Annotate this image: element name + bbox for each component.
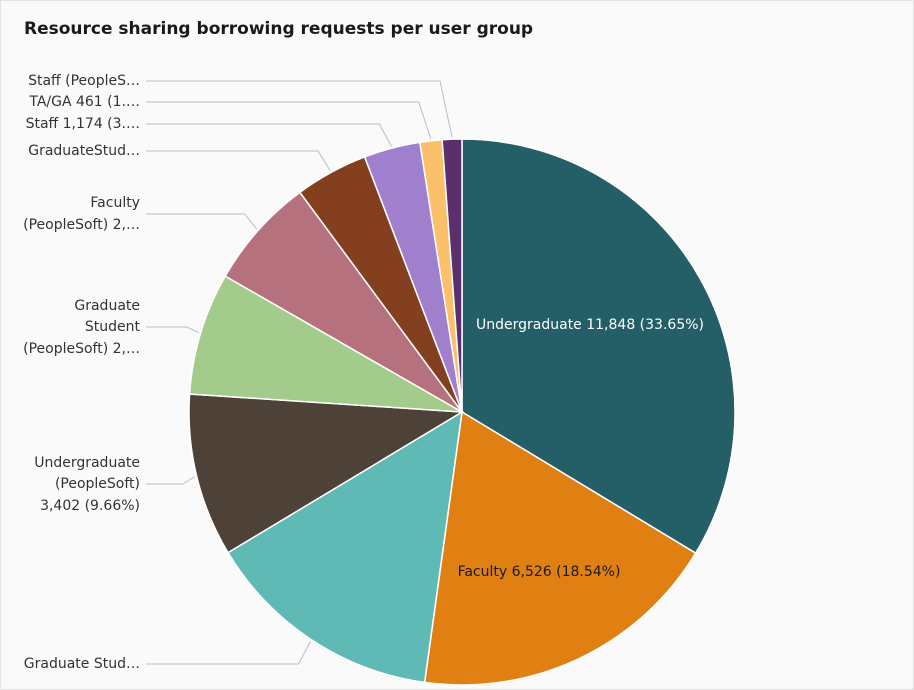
slice-label: 3,402 (9.66%) xyxy=(40,498,140,514)
slice-label: TA/GA 461 (1.… xyxy=(28,94,140,110)
leader-line xyxy=(146,123,392,147)
slice-label: GraduateStud… xyxy=(28,143,140,159)
slice-label: Staff 1,174 (3.… xyxy=(26,116,140,132)
leader-line xyxy=(146,101,432,139)
slice-label: (PeopleSoft) 2,… xyxy=(23,341,140,357)
slice-label: Staff (PeopleS… xyxy=(28,73,140,89)
slice-label: (PeopleSoft) 2,… xyxy=(23,217,140,233)
slice-label: Undergraduate xyxy=(34,455,140,471)
leader-line xyxy=(146,80,453,138)
slice-label: Student xyxy=(85,319,141,335)
pie-slice xyxy=(226,410,463,684)
slice-label: Faculty xyxy=(90,195,140,211)
pie-slice xyxy=(441,138,463,413)
leader-line xyxy=(146,641,311,665)
slice-label: Graduate xyxy=(74,298,140,314)
pie-slice xyxy=(188,275,463,413)
chart-title: Resource sharing borrowing requests per … xyxy=(24,19,533,39)
leader-line xyxy=(146,326,199,333)
pie-slice xyxy=(224,191,463,413)
pie-slice xyxy=(188,393,465,554)
slice-label: Undergraduate 11,848 (33.65%) xyxy=(476,317,704,333)
pie-slice xyxy=(423,410,697,686)
slice-label: Faculty 6,526 (18.54%) xyxy=(458,564,621,580)
slice-label: (PeopleSoft) xyxy=(55,476,140,492)
leader-line xyxy=(146,150,331,171)
slice-label: Graduate Stud… xyxy=(24,656,140,672)
leader-line xyxy=(146,213,258,230)
pie-slice xyxy=(461,138,736,555)
leader-line xyxy=(146,476,195,485)
